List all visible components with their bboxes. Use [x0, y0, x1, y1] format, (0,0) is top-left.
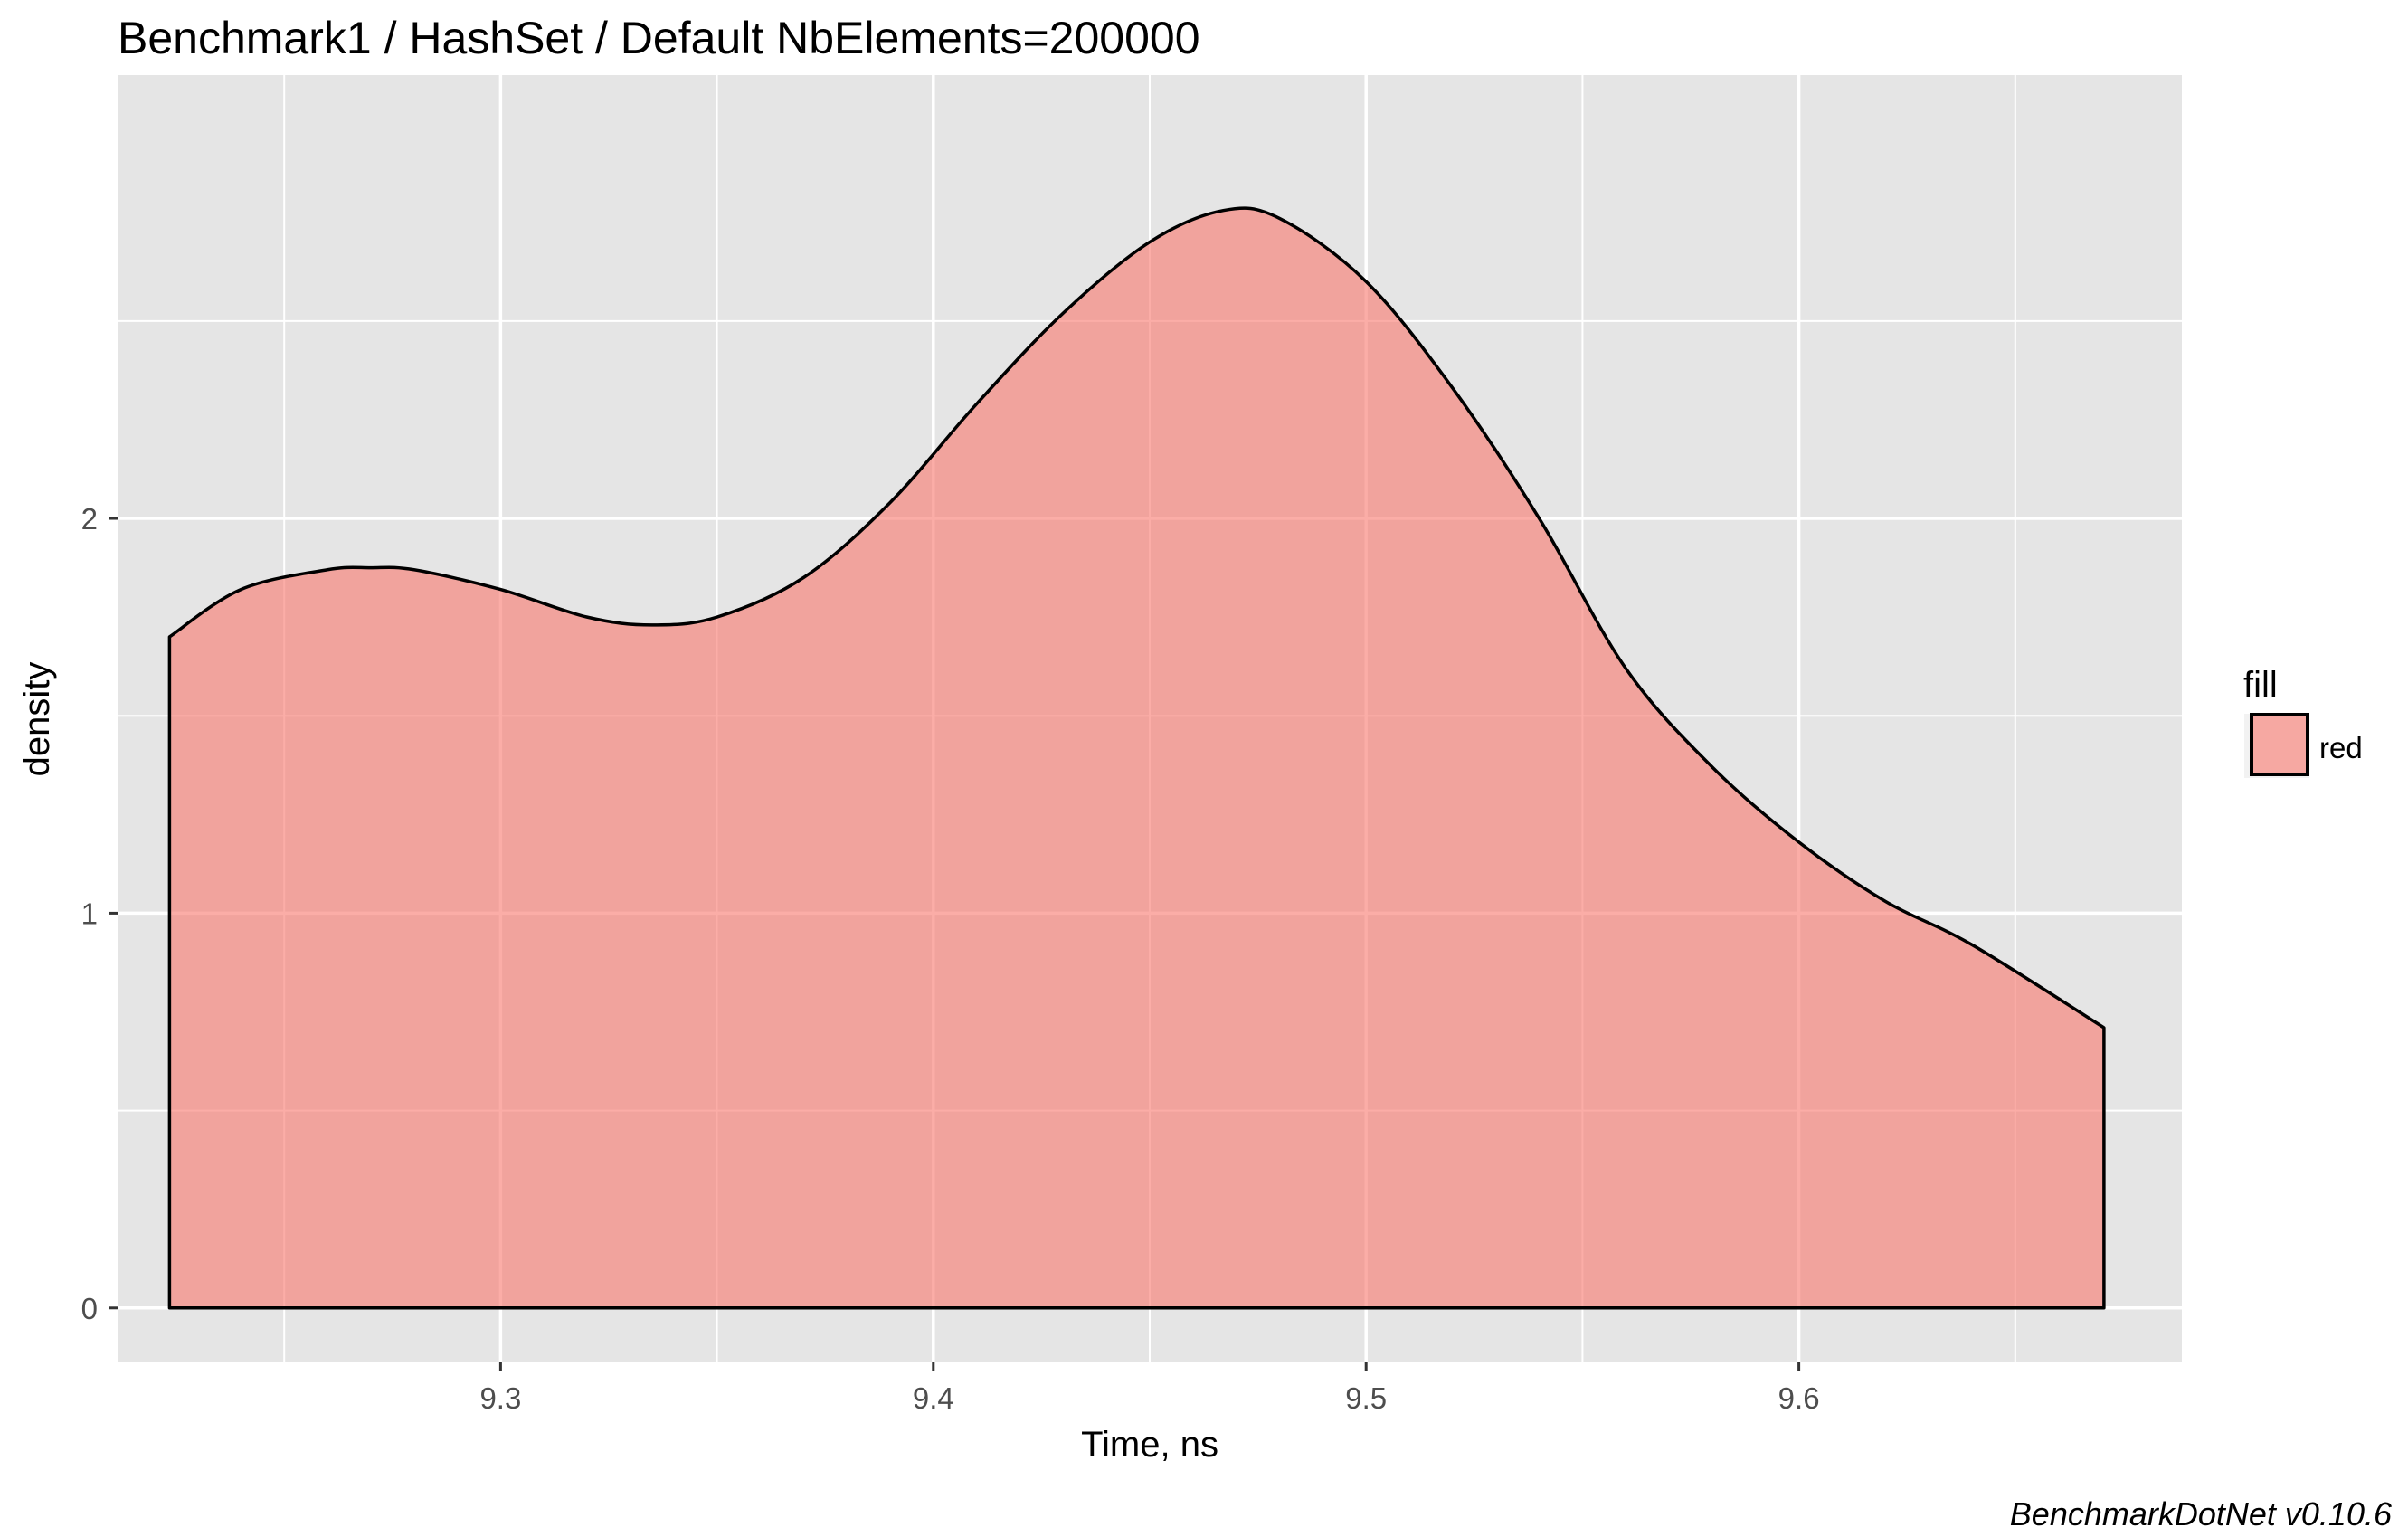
- tick-labels: 9.3 9.4 9.5 9.6 0 1 2: [81, 502, 1820, 1415]
- x-tick-label-3: 9.6: [1778, 1381, 1820, 1415]
- y-tick-label-0: 0: [81, 1292, 98, 1325]
- density-area-0: [167, 206, 2106, 1310]
- axis-ticks: [109, 517, 1801, 1371]
- legend-label-red: red: [2319, 731, 2363, 764]
- y-tick-label-1: 1: [81, 897, 98, 930]
- x-tick-label-1: 9.4: [913, 1381, 954, 1415]
- x-tick-label-2: 9.5: [1345, 1381, 1387, 1415]
- legend-title: fill: [2243, 665, 2278, 705]
- density-marks: [167, 206, 2106, 1310]
- legend: fill red: [2243, 665, 2363, 778]
- chart-title: Benchmark1 / HashSet / Default NbElement…: [118, 13, 1200, 63]
- x-tick-label-0: 9.3: [479, 1381, 521, 1415]
- y-tick-label-2: 2: [81, 502, 98, 536]
- legend-key-swatch: [2250, 713, 2309, 776]
- x-axis-title: Time, ns: [1081, 1425, 1218, 1465]
- caption: BenchmarkDotNet v0.10.6: [2010, 1495, 2393, 1532]
- y-axis-title: density: [17, 662, 57, 777]
